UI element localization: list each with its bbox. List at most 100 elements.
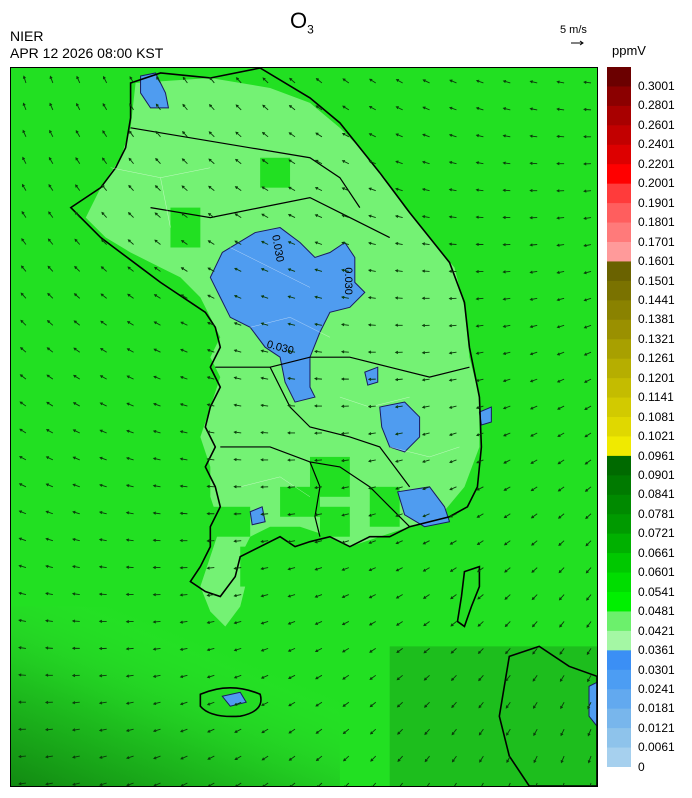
wind-arrow — [421, 432, 430, 436]
wind-arrow — [368, 513, 376, 517]
wind-arrow — [233, 322, 242, 326]
wind-arrow — [155, 130, 161, 138]
wind-arrow — [179, 566, 188, 570]
wind-arrow — [394, 242, 403, 246]
wind-arrow — [584, 405, 592, 410]
wind-arrow — [179, 539, 188, 543]
wind-arrow — [367, 268, 376, 273]
wind-arrow — [448, 133, 457, 138]
wind-arrow — [180, 348, 188, 353]
wind-arrow — [448, 432, 457, 437]
wind-arrow — [341, 160, 350, 165]
wind-arrow — [71, 728, 80, 732]
wind-arrow — [260, 485, 269, 489]
wind-arrow — [448, 215, 457, 219]
wind-arrow — [152, 701, 161, 706]
wind-arrow — [179, 403, 188, 407]
wind-arrow — [288, 159, 296, 165]
wind-arrow — [422, 513, 430, 518]
wind-arrow — [342, 78, 350, 84]
wind-arrow — [529, 324, 538, 329]
wind-arrow — [556, 351, 565, 356]
wind-arrow — [395, 133, 403, 138]
wind-arrow — [314, 404, 322, 408]
wind-arrow — [448, 242, 457, 246]
wind-arrow — [450, 648, 457, 654]
wind-arrow — [583, 297, 592, 302]
wind-arrow — [314, 431, 322, 435]
wind-arrow — [235, 104, 242, 111]
wind-arrow — [502, 351, 511, 355]
wind-arrow — [475, 432, 484, 437]
wind-arrow — [45, 483, 54, 488]
wind-arrow — [287, 485, 296, 489]
wind-arrow — [449, 486, 457, 491]
wind-arrow — [475, 215, 484, 219]
wind-arrow — [206, 403, 215, 407]
wind-arrow — [21, 238, 27, 245]
wind-arrow — [260, 403, 269, 408]
wind-arrow — [287, 268, 296, 272]
wind-arrow — [260, 458, 269, 462]
legend-swatch — [607, 533, 631, 554]
wind-arrow — [502, 215, 511, 220]
wind-arrow — [76, 102, 81, 111]
wind-arrow — [125, 620, 134, 624]
wind-arrow — [395, 79, 403, 84]
wind-arrow — [396, 621, 403, 626]
wind-arrow — [506, 728, 511, 736]
wind-arrow — [206, 566, 215, 570]
wind-arrow — [475, 270, 484, 274]
wind-arrow — [314, 647, 323, 653]
wind-arrow — [207, 728, 215, 733]
wind-arrow — [340, 350, 349, 354]
wind-arrow — [479, 755, 484, 763]
wind-arrow — [98, 701, 107, 705]
wind-arrow — [233, 430, 242, 434]
wind-arrow — [423, 674, 430, 681]
wind-arrow — [48, 156, 54, 164]
wind-arrow — [341, 567, 350, 571]
legend-label: 0.0601 — [638, 565, 675, 580]
wind-arrow — [153, 348, 161, 353]
wind-arrow — [179, 674, 188, 679]
wind-arrow — [368, 106, 376, 111]
wind-reference-label: 5 m/s — [560, 24, 587, 36]
wind-arrow — [314, 567, 323, 571]
wind-arrow — [341, 647, 350, 653]
wind-arrow — [261, 728, 269, 734]
wind-arrow — [181, 212, 188, 218]
wind-arrow — [287, 621, 296, 625]
wind-arrow — [475, 297, 484, 301]
wind-arrow — [71, 673, 80, 678]
legend-swatch — [607, 475, 631, 496]
legend-swatch — [607, 164, 631, 185]
blue-high-ozone-regions — [140, 72, 597, 727]
wind-arrow — [126, 402, 134, 407]
wind-arrow — [448, 161, 457, 165]
wind-arrow — [449, 106, 457, 111]
wind-arrow — [558, 594, 565, 601]
wind-arrow — [315, 674, 323, 680]
wind-arrow — [98, 565, 107, 569]
wind-arrow — [45, 510, 54, 515]
wind-arrow — [368, 621, 376, 626]
legend-swatch — [607, 203, 631, 224]
wind-arrow — [71, 646, 80, 650]
wind-arrow — [421, 269, 430, 273]
wind-arrow — [341, 214, 349, 219]
wind-arrow — [154, 239, 161, 245]
wind-arrow — [556, 324, 565, 329]
wind-arrow — [475, 161, 484, 165]
wind-arrow — [531, 594, 538, 601]
wind-arrow — [261, 159, 269, 165]
wind-arrow — [287, 567, 296, 571]
wind-arrow — [22, 102, 27, 111]
wind-arrow — [206, 376, 215, 380]
wind-arrow — [531, 621, 538, 628]
legend-swatch — [607, 611, 631, 632]
legend-label: 0.0481 — [638, 604, 675, 619]
wind-arrow — [556, 107, 565, 111]
wind-arrow — [560, 702, 565, 710]
legend-label: 0 — [638, 759, 645, 774]
